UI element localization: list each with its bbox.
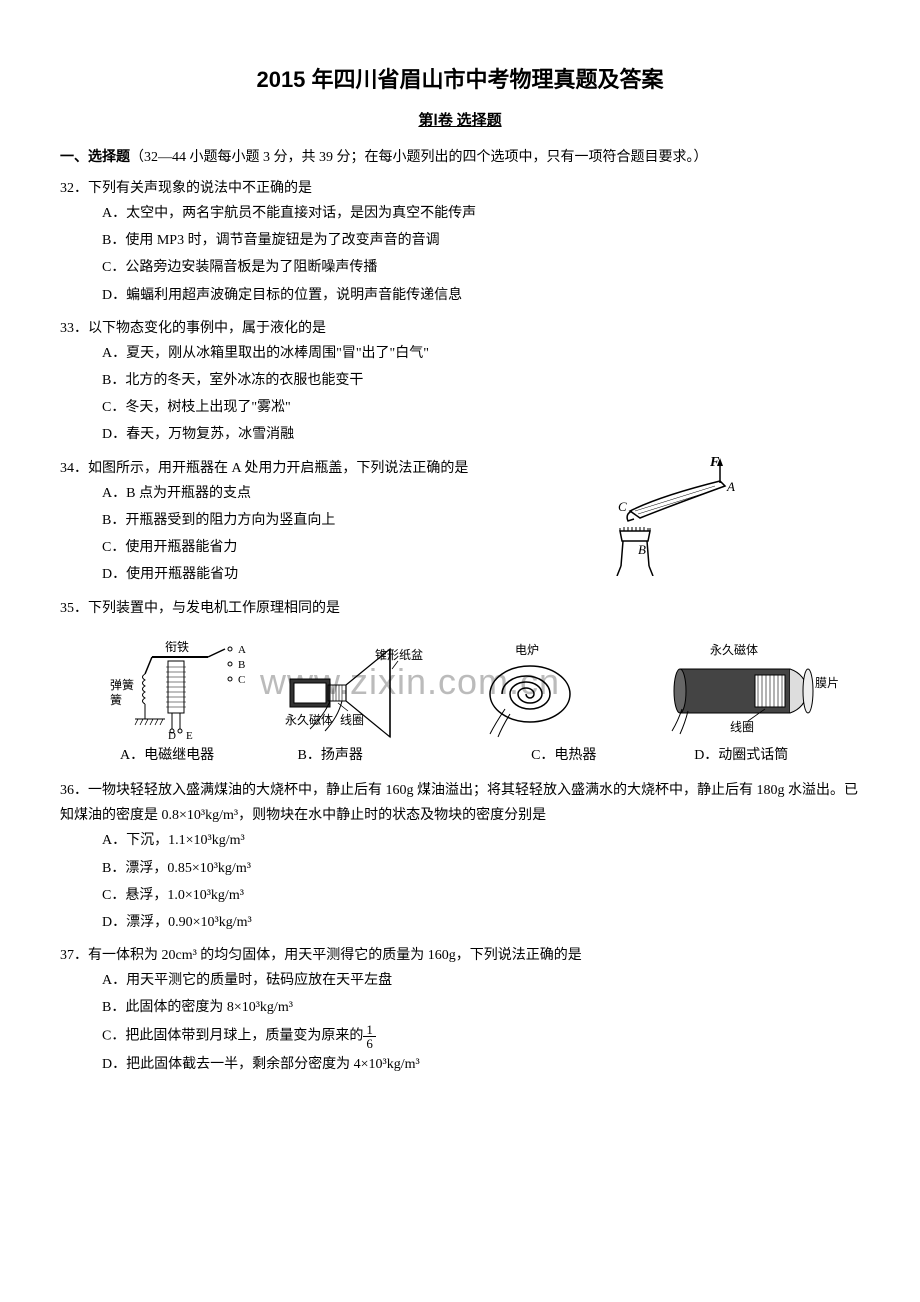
q33-opt-c: C．冬天，树枝上出现了"雾凇" (102, 395, 860, 420)
question-33: 33．以下物态变化的事例中，属于液化的是 A．夏天，刚从冰箱里取出的冰棒周围"冒… (60, 316, 860, 448)
q37-opt-c: C．把此固体带到月球上，质量变为原来的16 (102, 1023, 860, 1050)
svg-text:永久磁体: 永久磁体 (285, 712, 333, 727)
q33-opt-a: A．夏天，刚从冰箱里取出的冰棒周围"冒"出了"白气" (102, 341, 860, 366)
section-header-rest: （32—44 小题每小题 3 分，共 39 分；在每小题列出的四个选项中，只有一… (130, 150, 708, 165)
q34-opt-a: A．B 点为开瓶器的支点 (102, 481, 860, 506)
svg-text:线圈: 线圈 (730, 720, 754, 734)
q35-fig-speaker: 锥形纸盆 永久磁体 线圈 (280, 639, 470, 739)
q32-opt-c: C．公路旁边安装隔音板是为了阻断噪声传播 (102, 255, 860, 280)
q35-num: 35． (60, 601, 88, 616)
page-title: 2015 年四川省眉山市中考物理真题及答案 (60, 60, 860, 100)
q36-opt-c: C．悬浮，1.0×10³kg/m³ (102, 883, 860, 908)
q35-opt-d: D．动圈式话筒 (653, 743, 831, 768)
section-header: 一、选择题（32—44 小题每小题 3 分，共 39 分；在每小题列出的四个选项… (60, 145, 860, 170)
svg-text:C: C (238, 674, 245, 686)
q36-opt-d: D．漂浮，0.90×10³kg/m³ (102, 910, 860, 935)
question-37: 37．有一体积为 20cm³ 的均匀固体，用天平测得它的质量为 160g，下列说… (60, 943, 860, 1077)
q34-label-c: C (618, 499, 627, 514)
q36-num: 36． (60, 783, 88, 798)
q32-num: 32． (60, 181, 88, 196)
fraction-icon: 16 (363, 1023, 376, 1050)
q33-text: 以下物态变化的事例中，属于液化的是 (88, 321, 326, 336)
q34-opt-c: C．使用开瓶器能省力 (102, 535, 860, 560)
svg-text:簧: 簧 (110, 692, 122, 707)
q34-num: 34． (60, 461, 88, 476)
q34-label-b: B (638, 542, 646, 557)
section-header-bold: 一、选择题 (60, 150, 130, 165)
question-34: 34．如图所示，用开瓶器在 A 处用力开启瓶盖，下列说法正确的是 A．B 点为开… (60, 456, 860, 588)
question-35: 35．下列装置中，与发电机工作原理相同的是 (60, 596, 860, 621)
q33-num: 33． (60, 321, 88, 336)
q37-text: 有一体积为 20cm³ 的均匀固体，用天平测得它的质量为 160g，下列说法正确… (88, 948, 582, 963)
q34-label-a: A (726, 479, 735, 494)
svg-text:膜片: 膜片 (815, 676, 839, 690)
q34-opt-d: D．使用开瓶器能省功 (102, 562, 860, 587)
q34-figure: F A C B (590, 456, 740, 576)
q35-option-labels: A．电磁继电器 B．扬声器 C．电热器 D．动圈式话筒 (60, 743, 860, 768)
svg-text:衔铁: 衔铁 (165, 640, 189, 654)
svg-text:永久磁体: 永久磁体 (710, 642, 758, 657)
q35-opt-a: A．电磁继电器 (120, 743, 298, 768)
q37-opt-d: D．把此固体截去一半，剩余部分密度为 4×10³kg/m³ (102, 1052, 860, 1077)
svg-text:弹簧: 弹簧 (110, 677, 134, 692)
q35-fig-relay: 衔铁 弹簧 簧 A B C (90, 639, 280, 739)
q35-fig-microphone: 永久磁体 膜片 线圈 (660, 639, 850, 739)
q32-opt-a: A．太空中，两名宇航员不能直接对话，是因为真空不能传声 (102, 201, 860, 226)
svg-text:B: B (238, 659, 245, 671)
q37-num: 37． (60, 948, 88, 963)
q35-opt-c: C．电热器 (475, 743, 653, 768)
subtitle: 第Ⅰ卷 选择题 (60, 108, 860, 135)
q32-opt-b: B．使用 MP3 时，调节音量旋钮是为了改变声音的音调 (102, 228, 860, 253)
q37-opt-b: B．此固体的密度为 8×10³kg/m³ (102, 995, 860, 1020)
q32-text: 下列有关声现象的说法中不正确的是 (88, 181, 312, 196)
svg-text:线圈: 线圈 (340, 713, 364, 727)
q34-opt-b: B．开瓶器受到的阻力方向为竖直向上 (102, 508, 860, 533)
svg-text:电炉: 电炉 (515, 643, 539, 657)
q35-fig-heater: 电炉 (470, 639, 660, 739)
svg-text:A: A (238, 644, 246, 656)
q35-opt-b: B．扬声器 (298, 743, 476, 768)
q34-text: 如图所示，用开瓶器在 A 处用力开启瓶盖，下列说法正确的是 (88, 461, 468, 476)
q33-opt-b: B．北方的冬天，室外冰冻的衣服也能变干 (102, 368, 860, 393)
q33-opt-d: D．春天，万物复苏，冰雪消融 (102, 422, 860, 447)
q35-figures-row: 衔铁 弹簧 簧 A B C (60, 629, 860, 743)
q36-opt-a: A．下沉，1.1×10³kg/m³ (102, 828, 860, 853)
q36-opt-b: B．漂浮，0.85×10³kg/m³ (102, 856, 860, 881)
svg-text:E: E (186, 730, 193, 739)
q34-label-f: F (709, 456, 720, 470)
q35-text: 下列装置中，与发电机工作原理相同的是 (88, 601, 340, 616)
q32-opt-d: D．蝙蝠利用超声波确定目标的位置，说明声音能传递信息 (102, 283, 860, 308)
q37-opt-a: A．用天平测它的质量时，砝码应放在天平左盘 (102, 968, 860, 993)
svg-text:D: D (168, 730, 176, 739)
question-36: 36．一物块轻轻放入盛满煤油的大烧杯中，静止后有 160g 煤油溢出；将其轻轻放… (60, 778, 860, 935)
q36-text: 一物块轻轻放入盛满煤油的大烧杯中，静止后有 160g 煤油溢出；将其轻轻放入盛满… (60, 783, 858, 823)
question-32: 32．下列有关声现象的说法中不正确的是 A．太空中，两名宇航员不能直接对话，是因… (60, 176, 860, 308)
